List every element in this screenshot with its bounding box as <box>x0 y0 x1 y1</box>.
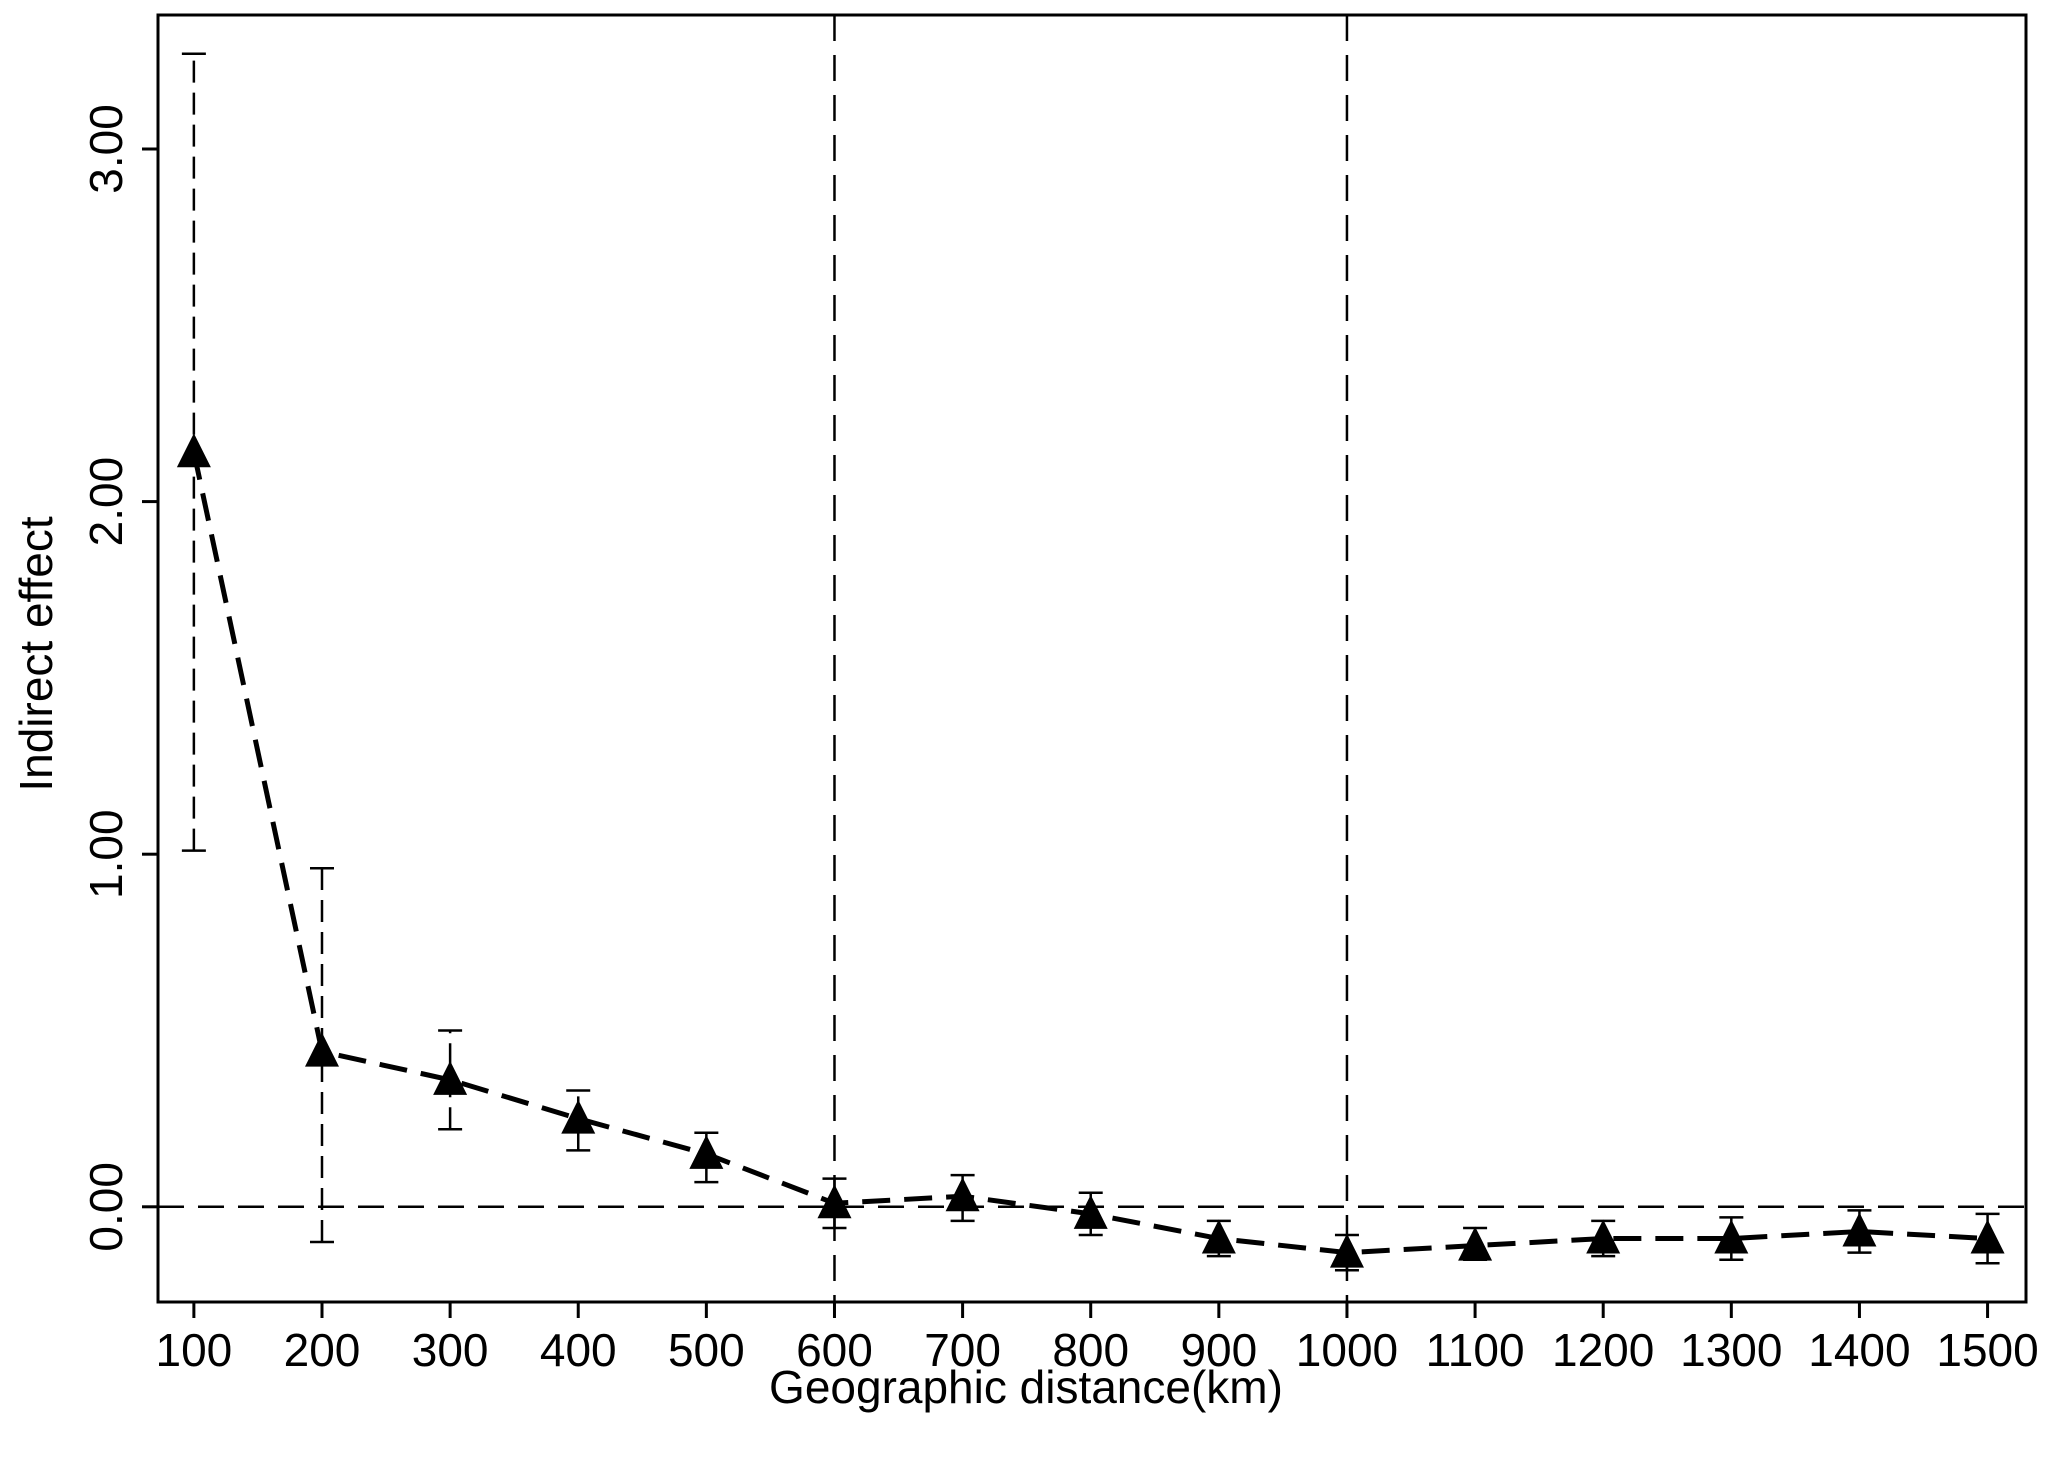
data-point-marker <box>1586 1219 1621 1254</box>
axes: 100 200 300 400 500 600 700 800 900 1000 1100 1200 1… <box>10 13 2039 1413</box>
data-point-marker <box>561 1099 596 1134</box>
x-tick-label: 500 <box>668 1324 745 1376</box>
x-tick-label: 100 <box>155 1324 232 1376</box>
y-tick-label: 3.00 <box>80 104 132 194</box>
y-tick-label: 0.00 <box>80 1162 132 1252</box>
data-point-marker <box>176 433 211 468</box>
x-tick-label: 700 <box>924 1324 1001 1376</box>
data-point-marker <box>1329 1233 1364 1268</box>
data-point-marker <box>1842 1212 1877 1247</box>
x-axis-ticks: 100 200 300 400 500 600 700 800 900 1000 1100 1200 1… <box>155 1302 2039 1376</box>
y-axis-ticks: 0.00 1.00 2.00 3.00 <box>80 104 158 1252</box>
x-tick-label: 300 <box>412 1324 489 1376</box>
data-point-marker <box>1073 1194 1108 1229</box>
series-line <box>191 451 1988 1256</box>
data-point-marker <box>304 1032 339 1067</box>
x-tick-label: 800 <box>1052 1324 1129 1376</box>
y-tick-label: 2.00 <box>80 457 132 547</box>
x-tick-label: 200 <box>284 1324 361 1376</box>
x-tick-label: 1400 <box>1808 1324 1910 1376</box>
data-point-marker <box>689 1134 724 1169</box>
x-tick-label: 1300 <box>1680 1324 1782 1376</box>
data-point-marker <box>1201 1219 1236 1254</box>
x-tick-label: 1100 <box>1426 1324 1525 1376</box>
x-tick-label: 400 <box>540 1324 617 1376</box>
x-tick-label: 600 <box>796 1324 873 1376</box>
x-tick-label: 900 <box>1180 1324 1257 1376</box>
data-point-marker <box>945 1177 980 1212</box>
x-tick-label: 1500 <box>1936 1324 2038 1376</box>
markers <box>176 433 2005 1268</box>
y-axis-label: Indirect effect <box>10 516 62 792</box>
data-point-marker <box>1970 1219 2005 1254</box>
x-tick-label: 1200 <box>1552 1324 1654 1376</box>
x-axis-label: Geographic distance(km) <box>769 1361 1283 1413</box>
x-tick-label: 1000 <box>1296 1324 1398 1376</box>
reference-lines <box>158 15 2026 1302</box>
data-point-marker <box>1458 1226 1493 1261</box>
data-point-marker <box>433 1060 468 1095</box>
y-tick-label: 1.00 <box>80 809 132 899</box>
data-point-marker <box>817 1184 852 1219</box>
data-point-marker <box>1714 1219 1749 1254</box>
plot-frame <box>156 13 2028 1304</box>
series <box>191 451 1988 1256</box>
